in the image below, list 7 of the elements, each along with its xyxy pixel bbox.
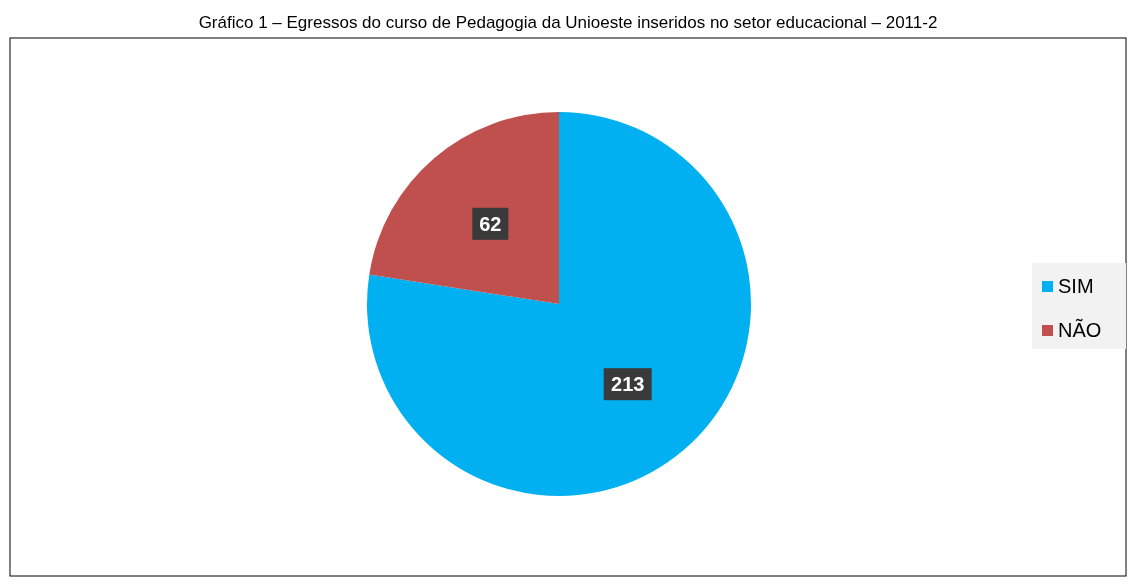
legend-label: SIM (1058, 275, 1094, 297)
chart-title: Gráfico 1 – Egressos do curso de Pedagogia da Unioeste inseridos no setor educacional – 2011-2 (198, 13, 938, 32)
data-label: 213 (611, 373, 645, 396)
pie-slice (367, 112, 751, 496)
legend-label: NÃO (1058, 318, 1102, 341)
pie-slice (369, 112, 559, 304)
data-label: 62 (479, 212, 502, 235)
